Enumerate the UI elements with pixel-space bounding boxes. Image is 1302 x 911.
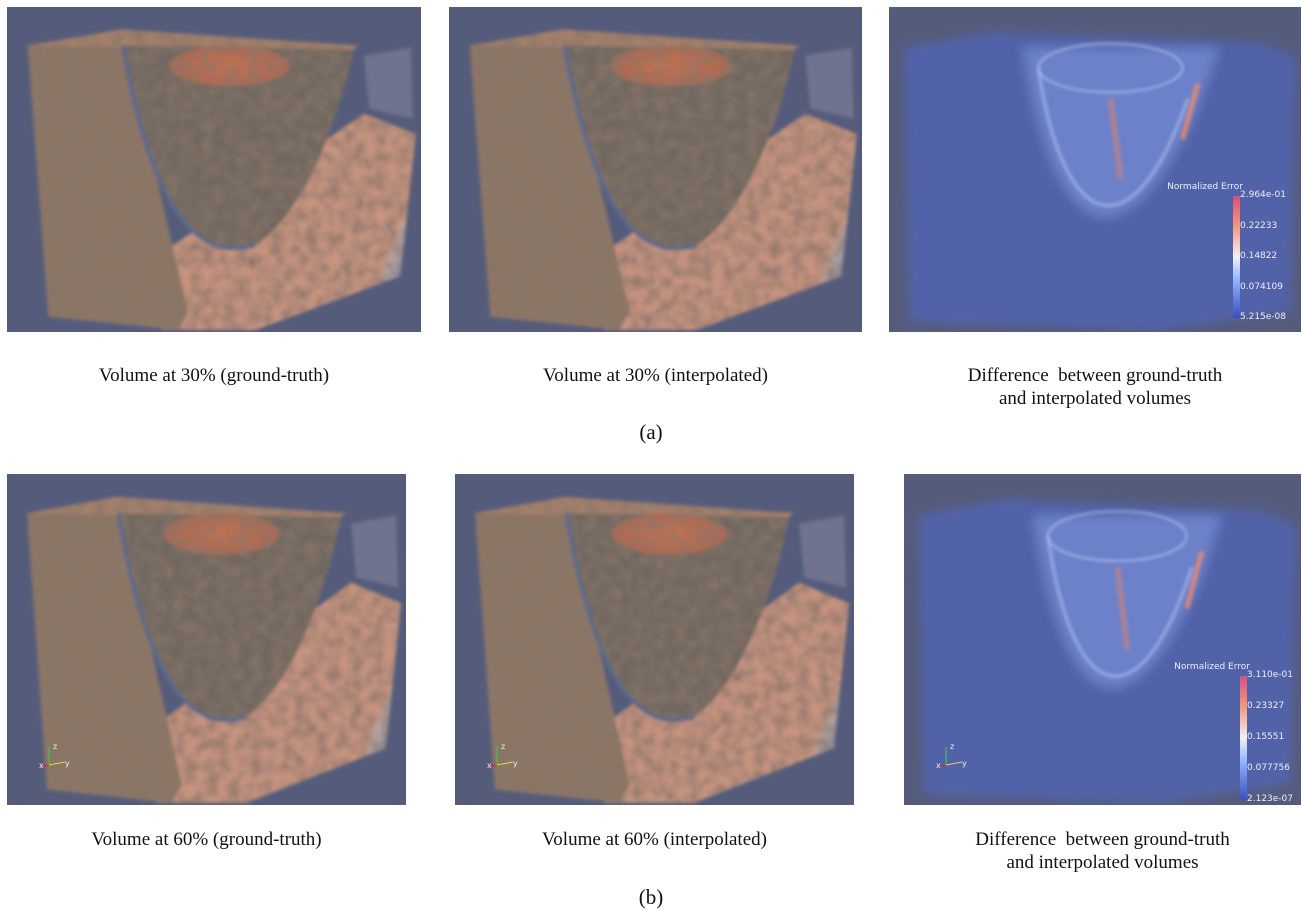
caption: Volume at 30% (ground-truth) xyxy=(7,364,421,387)
colorbar-tick: 0.23327 xyxy=(1247,701,1284,711)
caption-line: Difference between ground-truth xyxy=(889,364,1301,387)
colorbar-tick: 5.215e-08 xyxy=(1240,312,1286,322)
caption: Volume at 30% (interpolated) xyxy=(449,364,862,387)
axis-label: y xyxy=(962,759,967,768)
colorbar-tick: 0.14822 xyxy=(1240,251,1277,261)
axis-label: x xyxy=(936,761,941,770)
colorbar xyxy=(1240,676,1247,800)
colorbar-tick: 0.074109 xyxy=(1240,282,1283,292)
caption-line: Volume at 30% (interpolated) xyxy=(449,364,862,387)
axis-label: x xyxy=(487,761,492,770)
caption-line: and interpolated volumes xyxy=(904,851,1301,874)
volume-render: z x y xyxy=(7,474,406,805)
axis-label: z xyxy=(501,742,505,751)
caption-line: Volume at 30% (ground-truth) xyxy=(7,364,421,387)
colorbar-tick: 0.22233 xyxy=(1240,221,1277,231)
caption: Volume at 60% (interpolated) xyxy=(455,828,854,851)
axis-label: x xyxy=(39,761,44,770)
colorbar-title: Normalized Error xyxy=(1167,182,1243,192)
subfigure-label: (a) xyxy=(621,420,681,445)
volume-render xyxy=(7,7,421,332)
colorbar-tick: 0.15551 xyxy=(1247,732,1284,742)
volume-render xyxy=(449,7,862,332)
colorbar-tick: 3.110e-01 xyxy=(1247,670,1293,680)
subfigure-label: (b) xyxy=(621,885,681,910)
volume-render: z x y xyxy=(455,474,854,805)
axis-label: y xyxy=(513,759,518,768)
colorbar-tick: 2.964e-01 xyxy=(1240,190,1286,200)
axis-label: z xyxy=(53,742,57,751)
caption-line: and interpolated volumes xyxy=(889,387,1301,410)
caption-line: Volume at 60% (interpolated) xyxy=(455,828,854,851)
caption-line: Difference between ground-truth xyxy=(904,828,1301,851)
render-image xyxy=(449,7,862,332)
caption: Volume at 60% (ground-truth) xyxy=(7,828,406,851)
caption-line: Volume at 60% (ground-truth) xyxy=(7,828,406,851)
colorbar-tick: 2.123e-07 xyxy=(1247,794,1293,804)
figure: Volume at 30% (ground-truth) Volume at 3… xyxy=(0,0,1302,911)
colorbar xyxy=(1233,196,1240,318)
colorbar-title: Normalized Error xyxy=(1174,662,1250,672)
axis-label: z xyxy=(950,742,954,751)
axis-label: y xyxy=(65,759,70,768)
colorbar-tick: 0.077756 xyxy=(1247,763,1290,773)
render-image xyxy=(7,7,421,332)
